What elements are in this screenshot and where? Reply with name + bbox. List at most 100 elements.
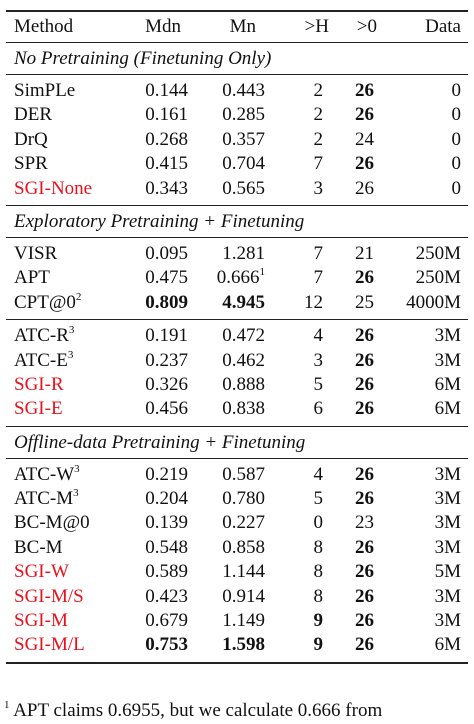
cell-mn: 0.6661 (216, 266, 266, 289)
cell-data: 3M (434, 585, 461, 607)
cell-mn: 0.565 (222, 177, 265, 199)
cell-data: 6M (434, 398, 461, 420)
cell-z: 26 (355, 536, 374, 558)
cell-mdn: 0.475 (145, 267, 188, 289)
cell-mdn: 0.237 (145, 349, 188, 371)
cell-mdn: 0.326 (145, 373, 188, 395)
table-row: SGI-None 0.343 0.565 3 26 0 (6, 177, 468, 201)
cell-h: 9 (313, 634, 324, 656)
cell-mdn: 0.191 (145, 325, 188, 347)
cell-data: 6M (434, 634, 461, 656)
cell-method: DrQ (14, 128, 48, 150)
cell-data: 0 (451, 177, 462, 199)
cell-method: DER (14, 104, 52, 126)
cell-method: ATC-R3 (14, 324, 75, 347)
cell-h: 4 (313, 463, 324, 485)
cell-method: BC-M@0 (14, 512, 90, 534)
footnote-ref: 1 (259, 266, 266, 279)
cell-data: 3M (434, 349, 461, 371)
cell-h: 7 (313, 267, 324, 289)
cell-z: 26 (355, 153, 374, 175)
cell-data: 3M (434, 512, 461, 534)
section-rule (6, 204, 468, 206)
cell-data: 3M (434, 536, 461, 558)
cell-mdn: 0.204 (145, 488, 188, 510)
table-row: SGI-M 0.679 1.149 9 26 3M (6, 609, 468, 633)
header-data: Data (425, 16, 461, 37)
cell-mn: 0.914 (222, 585, 265, 607)
cell-h: 8 (313, 561, 324, 583)
cell-method: ATC-M3 (14, 487, 79, 510)
cell-h: 0 (313, 512, 324, 534)
footnote-ref: 3 (74, 462, 80, 475)
cell-mn: 0.443 (222, 80, 265, 101)
cell-method: SGI-M/L (14, 634, 85, 656)
footnote-ref: 3 (73, 487, 79, 500)
footnote-ref: 2 (75, 290, 82, 303)
header-mn: Mn (229, 16, 256, 37)
cell-mdn: 0.809 (145, 291, 188, 313)
cell-mn: 0.227 (222, 512, 265, 534)
cell-z: 26 (355, 634, 374, 656)
cell-mdn: 0.679 (145, 610, 188, 632)
cell-data: 0 (451, 104, 462, 126)
table-row: SGI-M/L 0.753 1.598 9 26 6M (6, 633, 468, 657)
header-h: >H (304, 16, 329, 37)
header-method: Method (14, 16, 74, 37)
cell-data: 250M (415, 242, 461, 264)
cell-z: 21 (355, 242, 374, 264)
section-rule (6, 74, 468, 75)
cell-mn: 0.780 (222, 488, 265, 510)
cell-mdn: 0.589 (145, 561, 188, 583)
footnote: 1 APT claims 0.6955, but we calculate 0.… (4, 700, 382, 722)
cell-mn: 0.888 (222, 373, 265, 395)
section-body-exploratory: VISR 0.095 1.281 7 21 250M APT 0.475 0.6661 7 26 25… (6, 242, 468, 315)
cell-z: 24 (355, 128, 374, 150)
cell-mn: 0.357 (222, 128, 265, 150)
cell-mn: 0.858 (222, 536, 265, 558)
cell-mn: 0.462 (222, 349, 265, 371)
cell-mdn: 0.139 (145, 512, 188, 534)
cell-z: 26 (355, 463, 374, 485)
section-rule (6, 319, 468, 321)
cell-mdn: 0.548 (145, 536, 188, 558)
cell-mdn: 0.219 (145, 463, 188, 485)
cell-data: 250M (415, 267, 461, 289)
table-row: ATC-E3 0.237 0.462 3 26 3M (6, 349, 468, 373)
cell-method: SPR (14, 153, 48, 175)
cell-mn: 0.704 (222, 153, 265, 175)
cell-method: SimPLe (14, 80, 76, 101)
cell-data: 3M (434, 610, 461, 632)
cell-mn: 1.144 (222, 561, 265, 583)
cell-method: BC-M (14, 536, 63, 558)
section-body-exploratory-2: ATC-R3 0.191 0.472 4 26 3M ATC-E3 0.237 0.462 3 26… (6, 324, 468, 422)
cell-mn: 0.838 (222, 398, 265, 420)
cell-h: 2 (313, 104, 324, 126)
cell-h: 5 (313, 488, 324, 510)
cell-z: 26 (355, 349, 374, 371)
cell-mdn: 0.268 (145, 128, 188, 150)
cell-h: 8 (313, 585, 324, 607)
cell-mn: 0.285 (222, 104, 265, 126)
cell-z: 26 (355, 104, 374, 126)
table-row: SPR 0.415 0.704 7 26 0 (6, 152, 468, 176)
table-row: ATC-M3 0.204 0.780 5 26 3M (6, 487, 468, 511)
cell-h: 3 (313, 349, 324, 371)
section-rule (6, 425, 468, 427)
header-mdn: Mdn (145, 16, 181, 37)
cell-data: 4000M (406, 291, 461, 313)
cell-mn: 0.587 (222, 463, 265, 485)
table-row: ATC-R3 0.191 0.472 4 26 3M (6, 324, 468, 348)
cell-z: 26 (355, 373, 374, 395)
cell-h: 2 (313, 80, 324, 101)
table-row: SGI-M/S 0.423 0.914 8 26 3M (6, 585, 468, 609)
section-rule (6, 457, 468, 459)
cell-method: APT (14, 267, 50, 289)
results-table: Method Mdn Mn >H >0 Data No Pretraining … (6, 10, 468, 664)
section-title-offline: Offline-data Pretraining + Finetuning (14, 431, 306, 453)
cell-method: ATC-E3 (14, 348, 74, 371)
table-row: SGI-W 0.589 1.144 8 26 5M (6, 560, 468, 584)
cell-data: 3M (434, 488, 461, 510)
header-z: >0 (356, 16, 377, 37)
cell-method: VISR (14, 242, 58, 264)
